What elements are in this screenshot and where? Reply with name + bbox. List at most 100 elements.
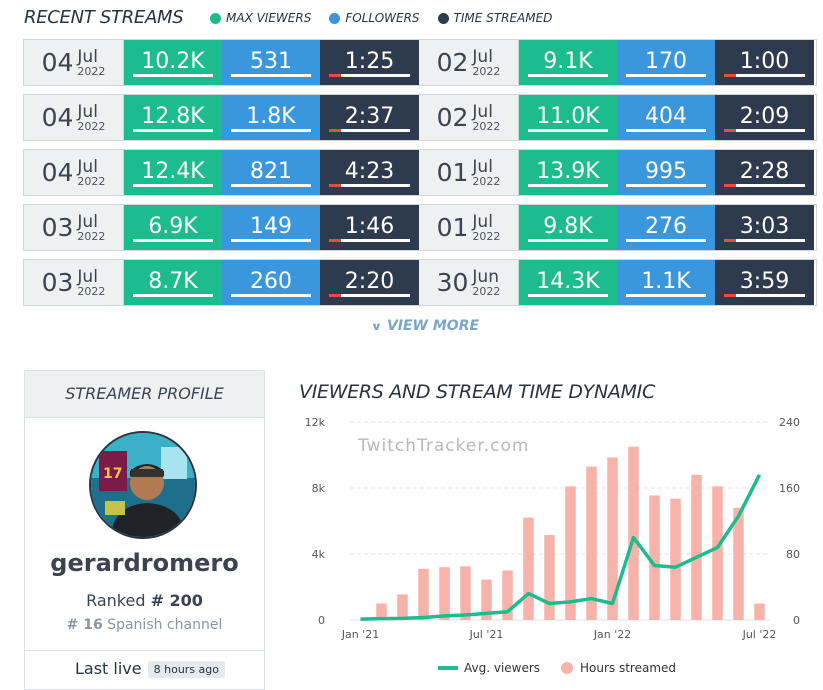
stream-date[interactable]: 04 Jul 2022	[24, 150, 124, 195]
y-right-tick-label: 80	[786, 548, 800, 561]
max-viewers-cell: 10.2K	[124, 40, 222, 85]
stat-value: 3:59	[739, 269, 790, 294]
time-streamed-cell: 3:03	[715, 205, 814, 250]
followers-cell: 404	[617, 95, 715, 140]
stat-value: 821	[250, 159, 292, 184]
followers-cell: 1.8K	[222, 95, 320, 140]
stat-value: 1.8K	[246, 104, 296, 129]
stat-value: 404	[645, 104, 687, 129]
legend-label: TIME STREAMED	[453, 11, 553, 25]
stat-bar	[724, 184, 805, 187]
stat-value: 12.4K	[141, 159, 205, 184]
stat-value: 2:37	[344, 104, 395, 129]
max-viewers-cell: 6.9K	[124, 205, 222, 250]
stream-date[interactable]: 01 Jul 2022	[419, 150, 519, 195]
followers-cell: 276	[617, 205, 715, 250]
followers-cell: 995	[617, 150, 715, 195]
stat-value: 8.7K	[148, 269, 198, 294]
view-more-button[interactable]: ∨ VIEW MORE	[371, 318, 479, 334]
stat-bar	[528, 239, 608, 242]
last-live: Last live 8 hours ago	[75, 659, 225, 678]
time-streamed-cell: 2:37	[320, 95, 419, 140]
max-viewers-cell: 13.9K	[519, 150, 617, 195]
date-month: Jul	[77, 156, 98, 177]
stat-bar	[133, 74, 213, 77]
avg-viewers-line	[360, 474, 762, 621]
stat-bar	[329, 239, 410, 242]
stat-value: 2:28	[739, 159, 790, 184]
hours-streamed-bar	[481, 579, 492, 620]
stat-bar	[231, 184, 311, 187]
stat-bar	[724, 74, 805, 77]
stat-value: 3:03	[739, 214, 790, 239]
stat-value: 9.1K	[543, 49, 593, 74]
date-month: Jul	[472, 156, 493, 177]
followers-cell: 821	[222, 150, 320, 195]
max-viewers-cell: 11.0K	[519, 95, 617, 140]
date-month: Jul	[77, 266, 98, 287]
hours-streamed-bar	[397, 594, 408, 620]
stream-row: 04 Jul 2022 12.4K 821 4:23 01 Jul 2022 13.9K 995 2:…	[23, 149, 817, 196]
stat-value: 6.9K	[148, 214, 198, 239]
hours-streamed-bar	[565, 486, 576, 620]
stat-bar	[528, 129, 608, 132]
y-right-tick-label: 0	[793, 614, 800, 627]
channel-rank-label: Spanish channel	[107, 617, 223, 633]
stream-date[interactable]: 02 Jul 2022	[419, 40, 519, 85]
date-day: 30	[436, 268, 469, 297]
channel-rank-value: # 16	[66, 617, 103, 633]
stat-value: 2:09	[739, 104, 790, 129]
date-day: 04	[41, 158, 74, 187]
date-day: 02	[436, 103, 469, 132]
stat-value: 276	[645, 214, 687, 239]
avatar[interactable]: 17	[89, 431, 197, 539]
hours-streamed-bar	[607, 457, 618, 620]
stream-date[interactable]: 04 Jul 2022	[24, 40, 124, 85]
stat-value: 2:20	[344, 269, 395, 294]
hours-streamed-bar	[691, 474, 702, 620]
stat-bar	[133, 184, 213, 187]
stat-value: 149	[250, 214, 292, 239]
x-tick-label: Jul '22	[742, 628, 777, 641]
stream-date[interactable]: 02 Jul 2022	[419, 95, 519, 140]
stat-bar	[133, 294, 213, 297]
date-month: Jul	[472, 101, 493, 122]
streamer-username: gerardromero	[50, 549, 239, 577]
stream-date[interactable]: 01 Jul 2022	[419, 205, 519, 250]
stream-date[interactable]: 03 Jul 2022	[24, 260, 124, 305]
max-viewers-cell: 12.8K	[124, 95, 222, 140]
y-left-tick-label: 8k	[312, 482, 326, 495]
stat-bar	[528, 294, 608, 297]
stat-value: 10.2K	[141, 49, 205, 74]
date-month: Jun	[472, 266, 499, 287]
stream-date[interactable]: 04 Jul 2022	[24, 95, 124, 140]
stream-date[interactable]: 03 Jul 2022	[24, 205, 124, 250]
hours-streamed-bar	[418, 568, 429, 620]
viewers-stream-time-chart: 0 0 4k 80 8k 160 12k 240 Jan '21 Jul '21 Jan '22 Ju…	[305, 416, 800, 675]
watermark: TwitchTracker.com	[357, 436, 529, 456]
x-tick-label: Jan '21	[341, 628, 379, 641]
legend-dot-blue	[329, 12, 341, 24]
time-streamed-cell: 2:09	[715, 95, 814, 140]
hours-streamed-bar	[670, 498, 681, 620]
hours-streamed-bar	[754, 603, 765, 620]
channel-rank: # 16 Spanish channel	[25, 617, 264, 633]
stat-bar	[231, 239, 311, 242]
hours-streamed-bar	[649, 495, 660, 620]
svg-text:17: 17	[103, 466, 122, 482]
stat-bar	[133, 129, 213, 132]
date-month: Jul	[77, 46, 98, 67]
hours-streamed-bar	[712, 486, 723, 620]
hours-streamed-bar	[460, 566, 471, 620]
stream-date[interactable]: 30 Jun 2022	[419, 260, 519, 305]
stat-value: 13.9K	[536, 159, 600, 184]
stat-bar	[329, 129, 410, 132]
date-day: 04	[41, 48, 74, 77]
date-day: 03	[41, 268, 74, 297]
legend-label: MAX VIEWERS	[226, 11, 312, 25]
hours-streamed-bar	[628, 446, 639, 620]
date-day: 01	[436, 213, 469, 242]
stat-value: 995	[645, 159, 687, 184]
hours-streamed-bar	[376, 603, 387, 620]
date-year: 2022	[77, 284, 106, 298]
